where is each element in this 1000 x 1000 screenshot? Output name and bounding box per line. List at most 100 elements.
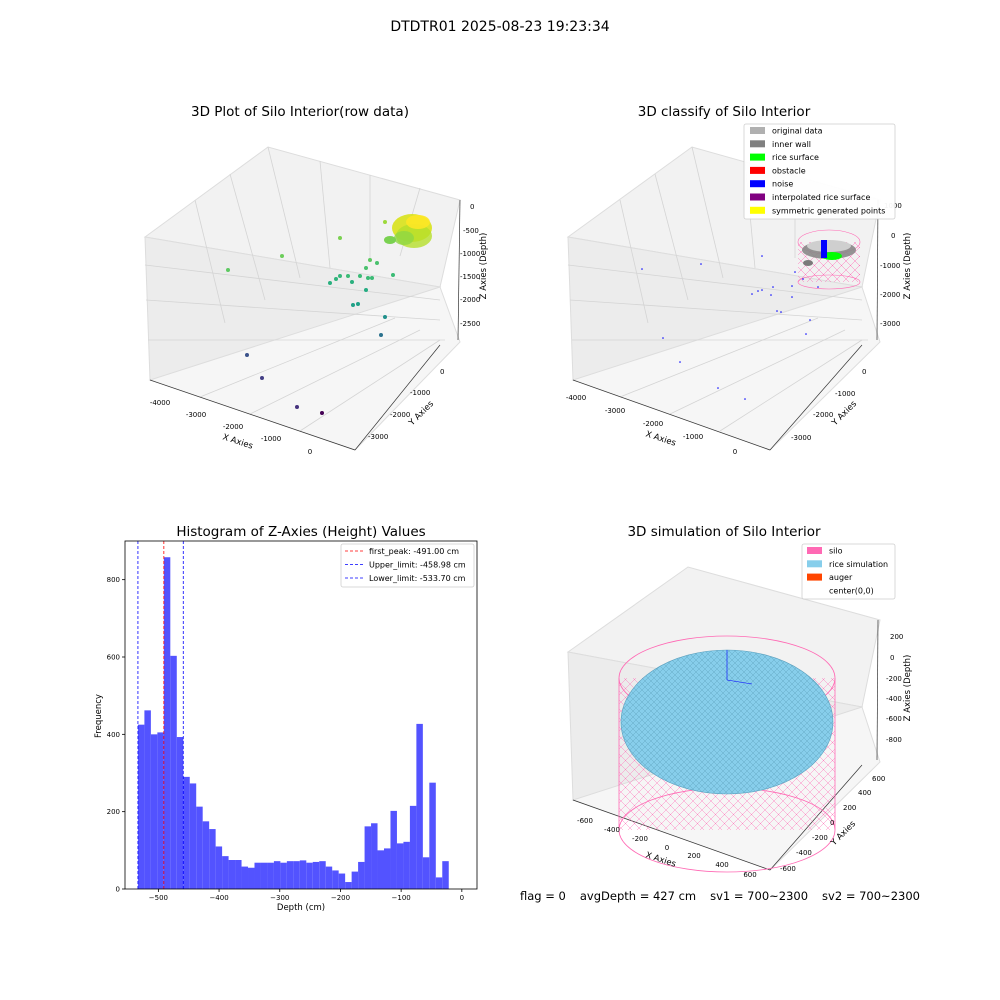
panel-histogram: Histogram of Z-Axies (Height) Values −50…: [94, 524, 478, 913]
point: [334, 277, 338, 281]
histogram-bar: [409, 805, 417, 889]
panel1-title: 3D Plot of Silo Interior(row data): [191, 104, 409, 120]
panel1-z-ticks: 0 -500 -1000 -1500 -2000 -2500: [460, 203, 480, 328]
legend-items: original data inner wall rice surface obsta…: [750, 127, 885, 215]
x-tick-label: -600: [577, 817, 593, 825]
y-tick-label: 600: [107, 654, 120, 662]
legend-label: noise: [772, 180, 793, 189]
panel2-ylabel: Y Axies: [829, 399, 859, 429]
histogram-bar: [183, 776, 190, 889]
point: [700, 263, 702, 265]
panel2-y-ticks: 0 -1000 -2000 -3000: [791, 368, 866, 442]
x-tick-label: -1000: [261, 435, 281, 443]
point: [350, 280, 354, 284]
point: [375, 261, 379, 265]
legend-label: Upper_limit: -458.98 cm: [369, 561, 466, 570]
panel1-axes-box: [143, 146, 461, 451]
histogram-bar: [312, 861, 320, 889]
avg-depth-text: avgDepth = 427 cm: [579, 889, 697, 903]
x-tick-label: −200: [331, 894, 350, 902]
point: [761, 289, 763, 291]
point: [370, 276, 374, 280]
histogram-bar: [222, 856, 229, 889]
figure-title: DTDTR01 2025-08-23 19:23:34: [390, 19, 609, 35]
z-tick-label: -1000: [880, 262, 900, 270]
point: [761, 255, 763, 257]
histogram-bar: [416, 723, 423, 889]
panel-raw-data: 3D Plot of Silo Interior(row data) -4000…: [143, 104, 489, 456]
point: [295, 405, 299, 409]
point: [346, 274, 350, 278]
panel3-legend: first_peak: -491.00 cm Upper_limit: -458.…: [340, 543, 475, 588]
panel4-z-ticks: 200 0 -200 -400 -600 -800: [886, 633, 903, 744]
legend-swatch: [750, 180, 765, 188]
y-tick-label: -3000: [368, 433, 388, 441]
panel4-xlabel: X Axies: [644, 850, 677, 869]
panel1-ylabel: Y Axies: [406, 399, 436, 429]
x-tick-label: -4000: [150, 399, 170, 407]
point: [245, 353, 249, 357]
z-tick-label: 0: [890, 654, 894, 662]
y-tick-label: 200: [107, 808, 120, 816]
y-tick-label: -1000: [410, 389, 430, 397]
point: [226, 268, 230, 272]
histogram-bar: [189, 783, 197, 889]
y-tick-label: -2000: [813, 411, 833, 419]
histogram-bar: [280, 862, 287, 889]
y-tick-label: -600: [780, 865, 796, 873]
panel3-xlabel: Depth (cm): [277, 903, 325, 913]
x-tick-label: -2000: [643, 420, 663, 428]
legend-label: inner wall: [772, 140, 811, 149]
point: [356, 302, 360, 306]
z-tick-label: -800: [886, 736, 902, 744]
legend-swatch: [750, 140, 765, 148]
point: [338, 236, 342, 240]
point: [358, 274, 362, 278]
legend-label: obstacle: [772, 166, 806, 175]
histogram-bar: [228, 860, 236, 889]
y-tick-label: 600: [872, 775, 885, 783]
point: [757, 290, 759, 292]
panel4-title: 3D simulation of Silo Interior: [627, 524, 821, 540]
point: [366, 276, 370, 280]
legend-label: first_peak: -491.00 cm: [369, 547, 459, 556]
point: [338, 274, 342, 278]
point: [280, 254, 284, 258]
panel2-x-ticks: -4000 -3000 -2000 -1000 0: [566, 394, 737, 456]
histogram-bar: [196, 806, 203, 889]
point: [780, 311, 782, 313]
histogram-bars: [137, 557, 449, 889]
point: [802, 278, 804, 280]
sv1-text: sv1 = 700~2300: [710, 889, 809, 903]
histogram-bar: [286, 861, 294, 889]
legend-label: Lower_limit: -533.70 cm: [369, 574, 466, 583]
legend-swatch: [807, 560, 822, 568]
point: [641, 268, 643, 270]
y-tick-label: 200: [843, 804, 856, 812]
legend-label: interpolated rice surface: [772, 193, 870, 202]
legend-label: silo: [829, 547, 843, 556]
point: [391, 273, 395, 277]
y-tick-label: 400: [858, 789, 871, 797]
z-tick-label: -3000: [880, 320, 900, 328]
point: [364, 266, 368, 270]
z-tick-label: 0: [470, 203, 474, 211]
point: [805, 333, 807, 335]
z-tick-label: -1500: [460, 273, 480, 281]
z-tick-label: -600: [886, 715, 902, 723]
histogram-bar: [241, 866, 249, 889]
status-footer: flag = 0 avgDepth = 427 cm sv1 = 700~2300 s…: [520, 889, 934, 903]
point: [776, 310, 778, 312]
panel-simulation: 3D simulation of Silo Interior -600 -400…: [566, 524, 913, 879]
panel1-points: [226, 214, 432, 415]
legend-label: auger: [829, 573, 853, 582]
silo-wireframe: [797, 229, 861, 290]
histogram-bar: [273, 861, 281, 889]
legend-label: original data: [772, 127, 823, 136]
y-tick-label: 0: [862, 368, 866, 376]
x-tick-label: 200: [687, 852, 700, 860]
histogram-bar: [144, 710, 151, 889]
x-tick-label: -400: [604, 826, 620, 834]
panel1-zlabel: Z Axies (Depth): [479, 233, 489, 300]
x-tick-label: -2000: [223, 423, 243, 431]
